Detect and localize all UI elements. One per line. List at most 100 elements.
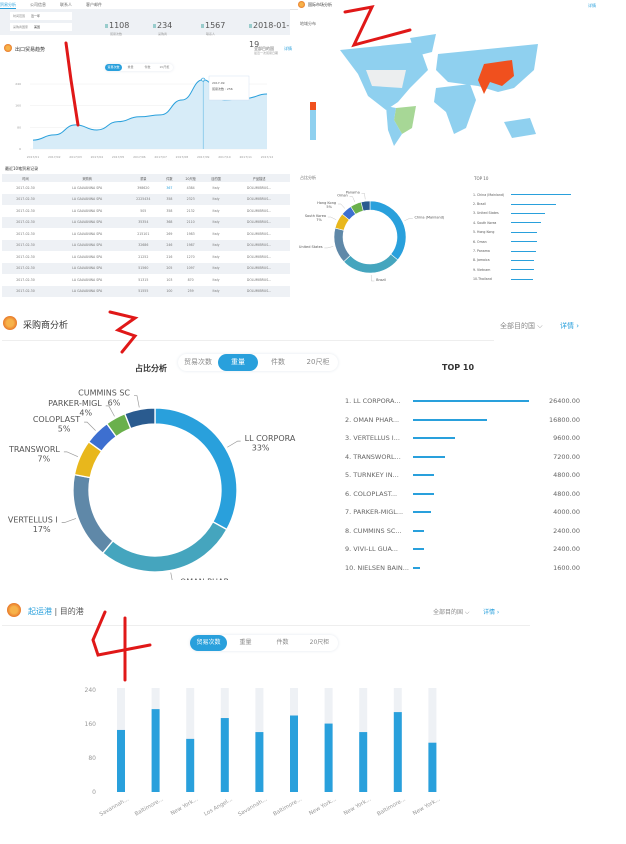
top-list-item[interactable]: 4. South Korea	[473, 218, 593, 227]
table-row[interactable]: 2017-02-30 LA GALVANINA SPA 398620 367 4384 I…	[2, 182, 290, 194]
table-cell: 259	[187, 289, 194, 294]
metric-tab[interactable]: 件数	[144, 65, 151, 69]
company-tab[interactable]: 联系人	[60, 2, 72, 7]
bar[interactable]	[151, 709, 160, 792]
calendar-icon	[249, 24, 252, 28]
item-label: 5. TURNKEY IN...	[345, 471, 399, 480]
top-list-item[interactable]: 1. LL CORPORA... 26400.00	[345, 392, 580, 411]
table-row[interactable]: 2017-02-30 LA GALVANINA SPA 215101 269 1983 I…	[2, 228, 290, 240]
filter-select[interactable]: 时间范围 近一年	[10, 12, 72, 20]
metric-tab[interactable]: 重量	[127, 65, 134, 69]
destination-select[interactable]: 全部目的国 ⌵	[433, 609, 470, 616]
donut-slice[interactable]	[72, 473, 114, 555]
bar[interactable]	[117, 729, 125, 792]
company-tab[interactable]: 贸易分析	[0, 2, 16, 9]
bar[interactable]	[220, 718, 229, 792]
column-header[interactable]: 20尺柜	[185, 176, 196, 181]
label-leader	[361, 193, 366, 200]
bar[interactable]	[255, 732, 264, 792]
top-list-item[interactable]: 10.Thailand	[473, 275, 593, 284]
column-header[interactable]: 目的国	[211, 176, 221, 181]
bar[interactable]	[359, 732, 368, 792]
table-row[interactable]: 2017-02-30 LA GALVANINA SPA 21252 216 1270 It…	[2, 251, 290, 263]
column-header[interactable]: 产品描述	[252, 176, 266, 181]
donut-slice[interactable]	[369, 200, 407, 261]
top-list-item[interactable]: 9. Vietnam	[473, 265, 593, 274]
metric-tab[interactable]: 贸易次数	[184, 358, 212, 366]
detail-link[interactable]: 详情	[284, 46, 292, 51]
metric-tab[interactable]: 贸易次数	[105, 64, 122, 71]
filter-select[interactable]: 采购商国家 美国	[10, 23, 72, 31]
metric-tab[interactable]: 贸易次数	[190, 635, 227, 651]
table-cell: LA GALVANINA SPA	[72, 197, 103, 202]
top-list-item[interactable]: 2. OMAN PHAR... 16800.00	[345, 411, 580, 430]
world-map	[310, 34, 538, 146]
stat-contact: 1567 联系人	[201, 13, 225, 36]
top-list-item[interactable]: 10. NIELSEN BAIN... 1600.00	[345, 559, 580, 578]
table-row[interactable]: 2017-02-30 LA GALVANINA SPA 51555 100 259 Ita…	[2, 285, 290, 297]
table-row[interactable]: 2017-02-30 LA GALVANINA SPA 2225434 358 2323…	[2, 193, 290, 205]
donut-slice[interactable]	[123, 407, 156, 430]
top-list-item[interactable]: 4. TRANSWORL... 7200.00	[345, 448, 580, 467]
item-bar	[413, 418, 487, 421]
top-list-item[interactable]: 8. CUMMINS SC... 2400.00	[345, 522, 580, 541]
trend-line-chart: 0 80 160 240 2017/01 2017/02 2017/03 2017/04 201…	[15, 75, 273, 159]
metric-tab[interactable]: 重量	[239, 639, 252, 646]
donut-slice[interactable]	[101, 520, 228, 573]
bar[interactable]	[186, 738, 195, 792]
metric-tab[interactable]: 件数	[271, 358, 285, 366]
table-row[interactable]: 2017-02-30 LA GALVANINA SPA 35354 368 2110 It…	[2, 216, 290, 228]
top-list-item[interactable]: 5. TURNKEY IN... 4800.00	[345, 466, 580, 485]
origin-port-tab[interactable]: 起运港	[28, 607, 52, 616]
top-list-item[interactable]: 5. Hong Kong	[473, 228, 593, 237]
table-row[interactable]: 2017-02-30 LA GALVANINA SPA 32686 246 1987 It…	[2, 239, 290, 251]
bar[interactable]	[324, 723, 333, 792]
bar[interactable]	[290, 715, 298, 793]
table-row[interactable]: 2017-02-30 LA GALVANINA SPA 505 358 2132 Ital…	[2, 205, 290, 217]
column-header[interactable]: 时间	[22, 176, 29, 181]
column-header[interactable]: 件数	[166, 176, 173, 181]
column-header[interactable]: 重量	[140, 176, 147, 181]
top-list-item[interactable]: 2. Brazil	[473, 199, 593, 208]
top-list-item[interactable]: 1. China (Mainland)	[473, 190, 593, 199]
metric-tab[interactable]: 重量	[218, 354, 258, 371]
item-bar	[511, 250, 537, 252]
top-list-item[interactable]: 3. VERTELLUS I... 9600.00	[345, 429, 580, 448]
donut-slice[interactable]	[343, 253, 399, 274]
donut-slice[interactable]	[154, 407, 238, 531]
bar[interactable]	[428, 742, 437, 792]
destination-select[interactable]: 全部目的国	[254, 46, 274, 51]
donut-slice[interactable]	[360, 200, 371, 212]
bar[interactable]	[393, 712, 402, 792]
detail-link[interactable]: 详情 ›	[560, 322, 580, 330]
metric-tab[interactable]: 20尺柜	[306, 358, 330, 366]
detail-link[interactable]: 详情 ›	[483, 609, 500, 616]
slice-label: South Korea	[305, 214, 326, 218]
table-row[interactable]: 2017-02-30 LA GALVANINA SPA 51315 103 870 Ita…	[2, 274, 290, 286]
metric-tab[interactable]: 20尺柜	[159, 65, 170, 69]
top-list-item[interactable]: 3. United States	[473, 209, 593, 218]
top-list-item[interactable]: 6. Oman	[473, 237, 593, 246]
y-tick-label: 240	[15, 82, 21, 86]
bar-background	[428, 688, 437, 792]
top-list-item[interactable]: 7. Panama	[473, 246, 593, 255]
detail-link[interactable]: 详情	[588, 3, 596, 8]
metric-tab[interactable]: 件数	[276, 639, 289, 646]
company-tab[interactable]: 公司信息	[30, 2, 46, 7]
destination-select[interactable]: 全部目的国 ⌵	[500, 322, 543, 330]
metric-tab[interactable]: 20尺柜	[309, 639, 330, 646]
column-header[interactable]: 采购商	[82, 176, 92, 181]
top-list-item[interactable]: 9. VIVI-LL GUA... 2400.00	[345, 540, 580, 559]
table-cell: 216	[166, 254, 173, 259]
slice-label: COLOPLAST	[33, 415, 80, 424]
top-list-item[interactable]: 6. COLOPLAST... 4800.00	[345, 485, 580, 504]
destination-port-tab[interactable]: 目的港	[59, 607, 84, 616]
top-list-item[interactable]: 8. Jamaica	[473, 256, 593, 265]
stat-calendar: 2018-01-19 最近一次贸易日期	[249, 13, 290, 55]
top-list-item[interactable]: 7. PARKER-MIGL... 4000.00	[345, 503, 580, 522]
table-cell: 2017-02-30	[16, 220, 35, 225]
company-tab[interactable]: 客户邮件	[86, 2, 102, 7]
table-row[interactable]: 2017-02-30 LA GALVANINA SPA 51560 205 1097 It…	[2, 262, 290, 274]
donut-slice[interactable]	[333, 227, 351, 263]
slice-percent: 6%	[108, 398, 121, 407]
